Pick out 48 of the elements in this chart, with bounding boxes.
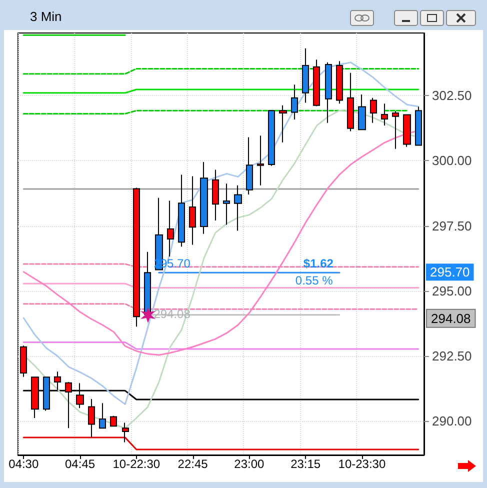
candlestick — [257, 135, 264, 186]
text: 295.70 — [430, 264, 470, 280]
candlestick — [381, 103, 388, 126]
y-tick-label: 290.00 — [432, 414, 472, 429]
candlestick — [88, 398, 95, 438]
candlestick — [347, 72, 354, 132]
x-tick-label: 22:45 — [178, 457, 208, 471]
chart-title: 3 Min — [30, 9, 62, 24]
candlestick — [212, 169, 219, 222]
y-tick-label: 295.00 — [432, 283, 472, 298]
candlestick — [325, 62, 332, 124]
candlestick — [133, 187, 140, 328]
x-tick-label: 23:15 — [290, 457, 321, 471]
candlestick — [110, 415, 117, 427]
annotation: 0.55 % — [295, 274, 334, 288]
candlestick — [200, 161, 208, 234]
x-tick-label: 23:00 — [234, 457, 265, 471]
candlestick — [122, 422, 129, 443]
candlestick — [415, 106, 422, 146]
candlestick — [336, 60, 343, 104]
candlestick — [302, 48, 309, 104]
candlestick — [291, 84, 298, 120]
candlestick — [178, 174, 185, 248]
candlestick — [279, 104, 287, 143]
candlestick — [99, 402, 106, 429]
candlestick — [403, 114, 411, 148]
candlestick — [167, 200, 174, 258]
candlestick — [20, 345, 27, 378]
candlestick — [246, 136, 253, 196]
y-tick-label: 292.50 — [432, 348, 472, 364]
candlestick — [392, 110, 399, 150]
candlestick — [358, 94, 366, 130]
y-tick-label: 297.50 — [432, 218, 472, 234]
candlestick — [189, 176, 196, 246]
line-series — [22, 62, 420, 405]
candlestick — [144, 251, 151, 315]
x-tick-label: 04:45 — [65, 457, 96, 471]
candlestick — [313, 59, 320, 107]
x-tick-label: 04:30 — [8, 457, 39, 471]
x-tick-label: 10-23:30 — [338, 457, 386, 471]
y-tick-label: 300.00 — [432, 153, 472, 168]
y-tick-label: 302.50 — [432, 88, 472, 104]
candlestick — [234, 184, 242, 232]
text: 294.08 — [431, 310, 471, 326]
candlestick — [268, 110, 275, 166]
candlestick — [370, 97, 377, 124]
x-tick-label: 10-22:30 — [112, 457, 160, 471]
candlestick — [223, 183, 230, 226]
